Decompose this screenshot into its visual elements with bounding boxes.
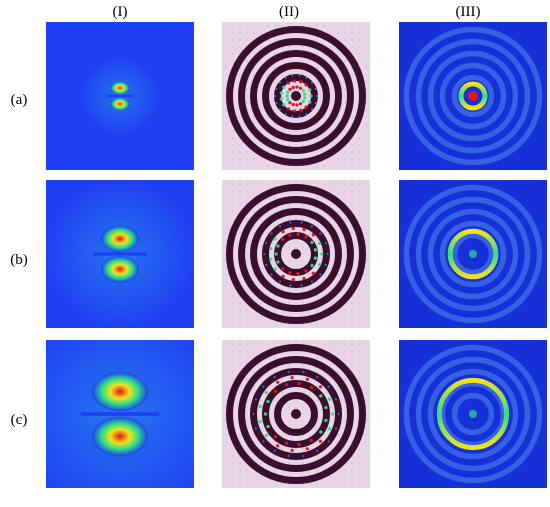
row-label-b: (b) bbox=[10, 252, 28, 268]
panel-iii-b bbox=[399, 180, 547, 328]
ring-edge bbox=[403, 184, 543, 324]
dark-ring bbox=[250, 208, 342, 300]
panel-image bbox=[46, 22, 194, 170]
ring-edge bbox=[427, 368, 519, 460]
field-lobe bbox=[92, 372, 148, 412]
panel-i-c bbox=[46, 340, 194, 488]
dark-ring bbox=[262, 62, 330, 130]
dark-ring bbox=[226, 344, 366, 484]
column-label-i: (I) bbox=[112, 4, 128, 20]
panel-image bbox=[222, 22, 370, 170]
ring-edge bbox=[439, 380, 507, 448]
dark-ring bbox=[226, 184, 366, 324]
field-lobe bbox=[110, 81, 130, 95]
column-label-iii: (III) bbox=[455, 4, 481, 20]
field-ring bbox=[436, 377, 510, 451]
panel-iii-a bbox=[399, 22, 547, 170]
dark-ring bbox=[250, 50, 342, 142]
dark-ring bbox=[238, 196, 354, 312]
dark-ring bbox=[274, 74, 318, 118]
ring-edge bbox=[427, 50, 519, 142]
arrow-field bbox=[252, 371, 340, 457]
ring-edge bbox=[427, 208, 519, 300]
field-lobe bbox=[101, 225, 139, 253]
dark-ring bbox=[238, 356, 354, 472]
ring-edge bbox=[439, 220, 507, 288]
panel-image bbox=[399, 22, 547, 170]
field-lobe bbox=[110, 97, 130, 111]
panel-image bbox=[46, 340, 194, 488]
panel-ii-c bbox=[222, 340, 370, 488]
ring-edge bbox=[451, 392, 495, 436]
panel-iii-c bbox=[399, 340, 547, 488]
ring-edge bbox=[439, 62, 507, 130]
panel-ii-b bbox=[222, 180, 370, 328]
ring-edge bbox=[403, 26, 543, 166]
ring-edge bbox=[415, 38, 531, 154]
row-label-a: (a) bbox=[10, 92, 28, 108]
arrow-field bbox=[263, 221, 329, 287]
panel-image bbox=[399, 180, 547, 328]
panel-image bbox=[46, 180, 194, 328]
ring-edge bbox=[451, 232, 495, 276]
dark-ring bbox=[262, 220, 330, 288]
panel-image bbox=[222, 340, 370, 488]
dark-ring bbox=[238, 38, 354, 154]
arrow-field bbox=[274, 74, 318, 118]
field-ring bbox=[458, 81, 488, 111]
ring-edge bbox=[451, 74, 495, 118]
ring-edge bbox=[403, 344, 543, 484]
ring-edge bbox=[415, 196, 531, 312]
panel-i-a bbox=[46, 22, 194, 170]
panel-ii-a bbox=[222, 22, 370, 170]
field-ring bbox=[447, 228, 499, 280]
row-label-c: (c) bbox=[10, 412, 28, 428]
dark-ring bbox=[274, 392, 318, 436]
field-lobe bbox=[101, 255, 139, 283]
field-lobe bbox=[92, 416, 148, 456]
panel-image bbox=[399, 340, 547, 488]
panel-image bbox=[222, 180, 370, 328]
ring-edge bbox=[415, 356, 531, 472]
dark-ring bbox=[226, 26, 366, 166]
panel-i-b bbox=[46, 180, 194, 328]
column-label-ii: (II) bbox=[279, 4, 299, 20]
